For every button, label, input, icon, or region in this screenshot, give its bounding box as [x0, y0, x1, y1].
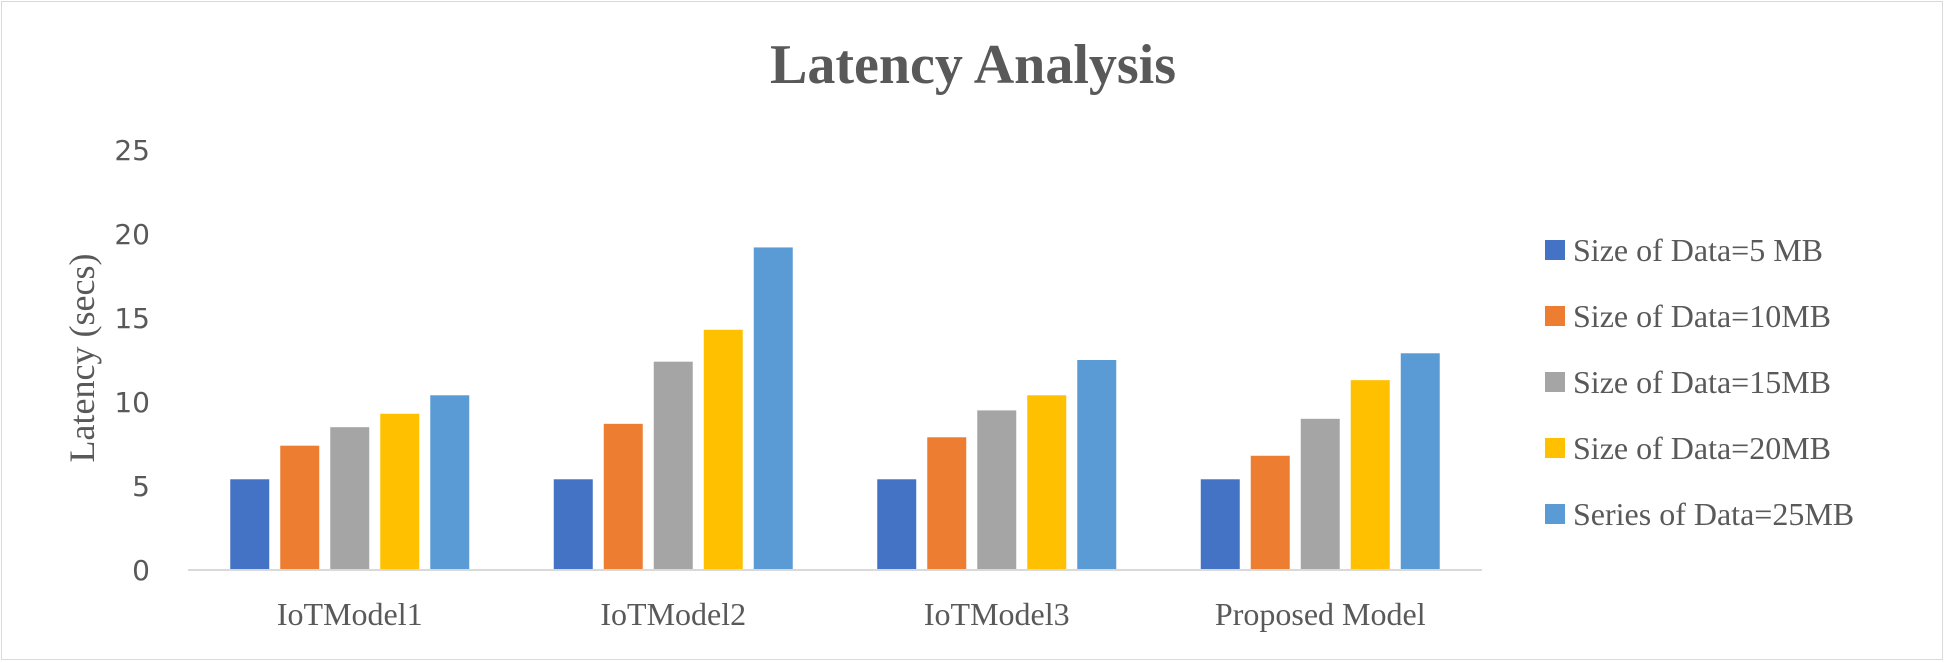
y-axis-label: Latency (secs)	[62, 254, 102, 463]
x-tick-label: IoTModel3	[924, 596, 1070, 632]
legend-swatch	[1545, 372, 1565, 392]
y-axis-ticks: 0 5 10 15 20 25	[114, 134, 150, 587]
legend-swatch	[1545, 504, 1565, 524]
bar	[653, 361, 693, 570]
legend-swatch	[1545, 306, 1565, 326]
bar	[1250, 455, 1290, 570]
bar	[1350, 380, 1390, 570]
x-tick-label: Proposed Model	[1215, 596, 1426, 632]
bar	[753, 247, 793, 570]
legend-label: Size of Data=20MB	[1573, 430, 1831, 466]
bar	[977, 410, 1017, 570]
bar	[1077, 360, 1117, 570]
y-tick-label: 25	[114, 134, 150, 167]
bar	[1400, 353, 1440, 570]
legend-swatch	[1545, 438, 1565, 458]
y-tick-label: 0	[132, 554, 150, 587]
legend-label: Series of Data=25MB	[1573, 496, 1854, 532]
bar	[703, 329, 743, 570]
legend: Size of Data=5 MB Size of Data=10MB Size o…	[1545, 232, 1854, 532]
bar	[927, 437, 967, 570]
bar	[603, 423, 643, 570]
legend-label: Size of Data=5 MB	[1573, 232, 1823, 268]
bars	[230, 247, 1440, 570]
bar	[330, 427, 370, 570]
bar	[877, 479, 917, 570]
y-tick-label: 20	[114, 218, 150, 251]
bar	[1027, 395, 1067, 570]
x-tick-label: IoTModel1	[277, 596, 423, 632]
chart-title: Latency Analysis	[769, 34, 1177, 96]
bar	[280, 445, 320, 570]
y-tick-label: 15	[114, 302, 150, 335]
legend-swatch	[1545, 240, 1565, 260]
x-axis-ticks: IoTModel1 IoTModel2 IoTModel3 Proposed Mode…	[277, 596, 1426, 632]
bar	[1300, 418, 1340, 570]
y-tick-label: 10	[114, 386, 150, 419]
bar	[553, 479, 593, 570]
y-tick-label: 5	[132, 470, 150, 503]
bar	[380, 413, 420, 570]
legend-label: Size of Data=10MB	[1573, 298, 1831, 334]
x-tick-label: IoTModel2	[600, 596, 746, 632]
legend-label: Size of Data=15MB	[1573, 364, 1831, 400]
bar	[1200, 479, 1240, 570]
bar	[430, 395, 470, 570]
bar	[230, 479, 270, 570]
